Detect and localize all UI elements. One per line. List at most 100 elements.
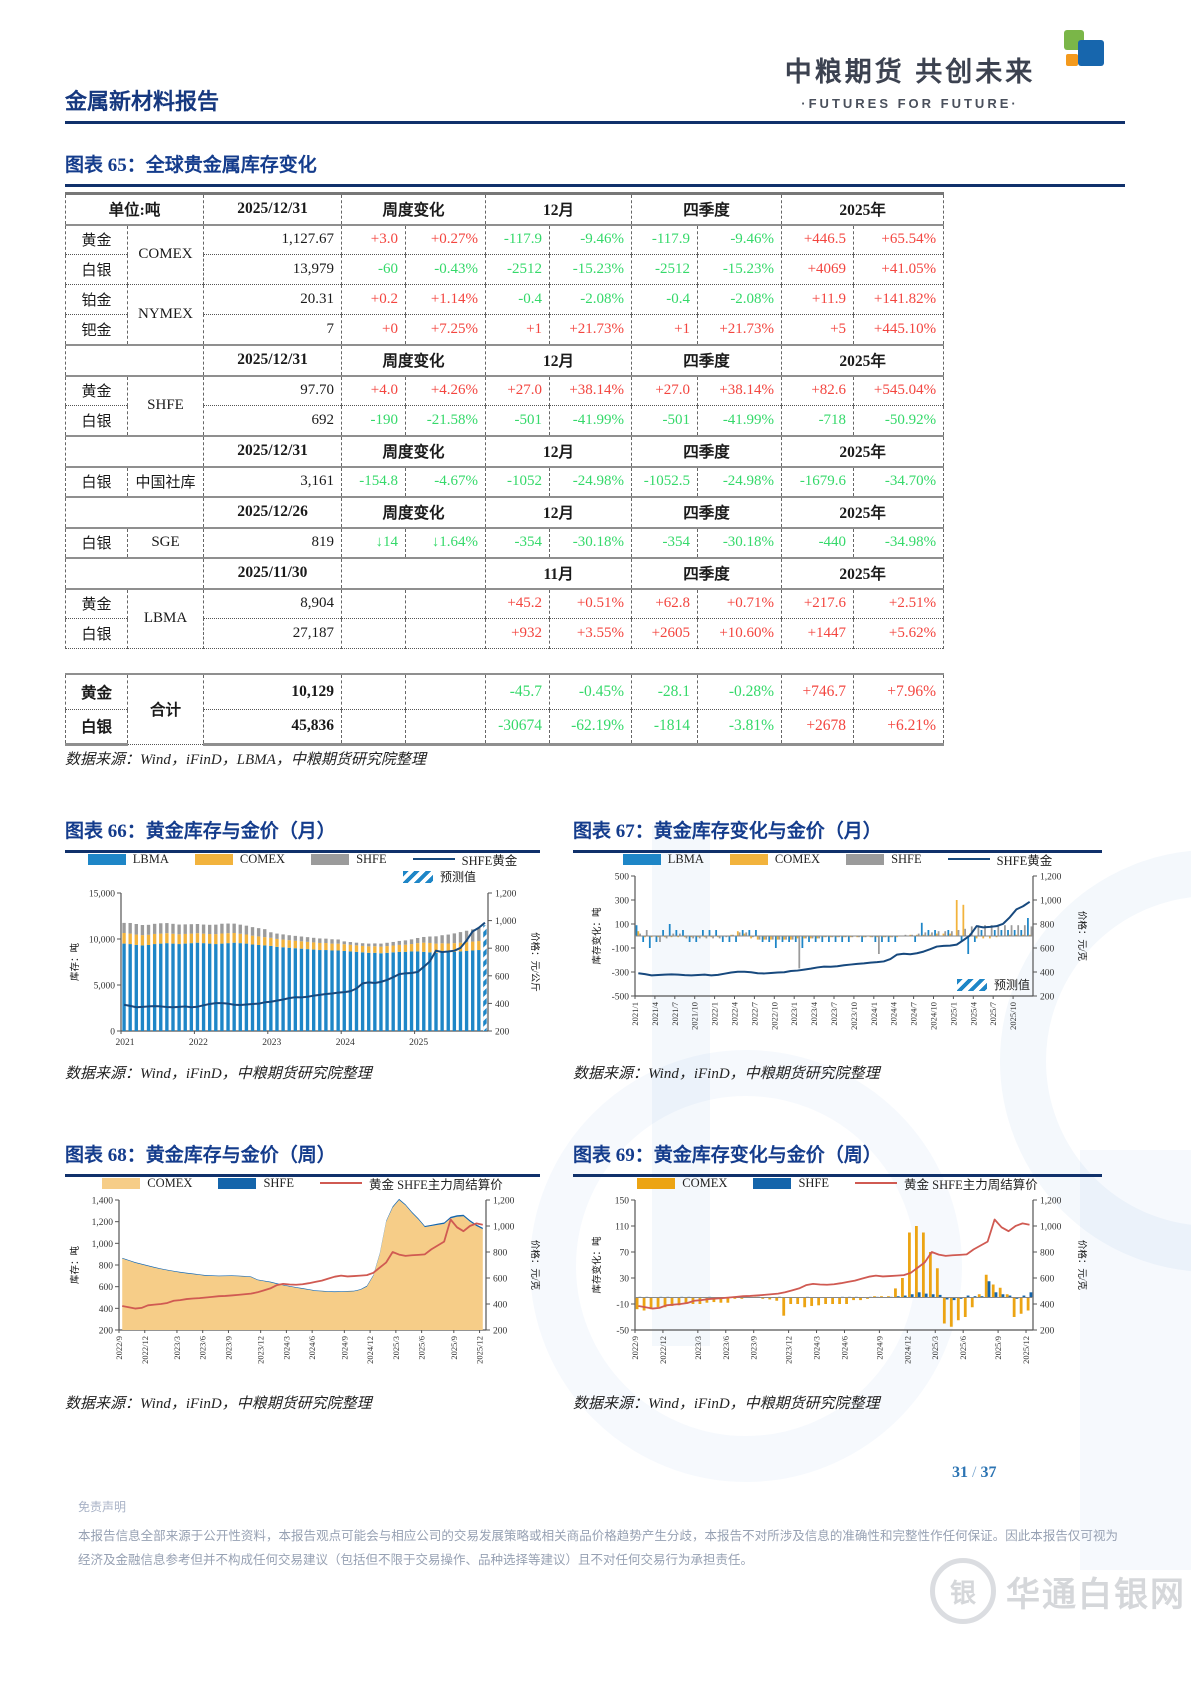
table-cell: +3.55% — [549, 618, 633, 649]
svg-text:2024/1: 2024/1 — [869, 1002, 879, 1026]
table-cell: +5.62% — [853, 618, 945, 649]
table-cell: 周度变化 — [341, 192, 487, 226]
svg-text:150: 150 — [615, 1197, 630, 1207]
table-cell: +0 — [341, 314, 407, 345]
table-source-line: 数据来源：Wind，iFinD，LBMA，中粮期货研究院整理 — [65, 752, 426, 768]
figure-69-source: 数据来源：Wind，iFinD，中粮期货研究院整理 — [573, 1396, 880, 1412]
table-cell: ↓14 — [341, 527, 407, 558]
table-cell — [405, 709, 487, 746]
table-cell: +141.82% — [853, 284, 945, 315]
table-cell — [341, 588, 407, 619]
legend-item: SHFE黄金 — [412, 850, 517, 869]
table-cell: 2025年 — [781, 556, 945, 590]
legend-swatch-line-icon — [947, 858, 990, 860]
table-cell: COMEX — [126, 224, 205, 285]
legend-swatch-line-icon — [320, 1182, 363, 1184]
table-cell: 白银 — [65, 709, 128, 746]
figure-69-title-text: 图表 69：黄金库存变化与金价（周） — [573, 1145, 882, 1166]
svg-text:1,200: 1,200 — [92, 1218, 114, 1228]
svg-text:200: 200 — [493, 1327, 508, 1337]
table-cell: -34.98% — [853, 527, 945, 558]
svg-text:2023/12: 2023/12 — [256, 1336, 266, 1364]
table-row: 白银 SGE 819 ↓14 ↓1.64% -354 -30.18% -354 -30.18% -… — [65, 527, 945, 558]
table-cell: LBMA — [126, 588, 205, 649]
table-cell: 10,129 — [203, 673, 343, 710]
svg-text:800: 800 — [493, 1249, 508, 1259]
table-cell: 8,904 — [203, 588, 343, 619]
figure-65-title: 图表 65：全球贵金属库存变化 — [65, 150, 1125, 187]
table-cell: +38.14% — [549, 375, 633, 406]
table-cell: +6.21% — [853, 709, 945, 746]
svg-text:1,200: 1,200 — [493, 1197, 515, 1207]
table-cell: 中国社库 — [126, 466, 205, 497]
svg-text:1,200: 1,200 — [495, 890, 517, 900]
chart-66-canvas: 15,000 10,000 5,000 0 1,200 1,000 800 600 400 200… — [69, 890, 541, 1049]
forecast-hatch-icon — [402, 870, 433, 883]
legend-item: LBMA — [87, 851, 169, 867]
table-cell — [405, 588, 487, 619]
legend-item: 黄金 SHFE主力周结算价 — [855, 1174, 1038, 1193]
svg-text:2024/4: 2024/4 — [889, 1001, 899, 1025]
table-cell: -30.18% — [549, 527, 633, 558]
svg-text:2022/12: 2022/12 — [658, 1336, 668, 1364]
legend-swatch-bar-icon — [87, 853, 126, 865]
table-cell: 2025/12/26 — [203, 495, 343, 529]
table-cell: +3.0 — [341, 224, 407, 255]
svg-text:2025/1: 2025/1 — [948, 1002, 958, 1026]
table-cell: -24.98% — [697, 466, 783, 497]
svg-text:2022/4: 2022/4 — [730, 1001, 740, 1025]
table-header-row: 2025/12/31 周度变化 12月 四季度 2025年 — [64, 343, 945, 377]
svg-text:2023/4: 2023/4 — [809, 1001, 819, 1025]
table-cell: NYMEX — [126, 284, 205, 345]
svg-text:2024/6: 2024/6 — [839, 1336, 849, 1360]
svg-text:2024/9: 2024/9 — [339, 1336, 349, 1360]
svg-text:10,000: 10,000 — [89, 936, 115, 946]
table-cell: +65.54% — [853, 224, 945, 255]
svg-text:600: 600 — [495, 972, 510, 982]
legend-label: LBMA — [667, 851, 704, 866]
svg-text:30: 30 — [620, 1275, 630, 1285]
figure-67-source: 数据来源：Wind，iFinD，中粮期货研究院整理 — [573, 1066, 880, 1082]
page-total: 37 — [980, 1464, 997, 1481]
figure-69-legend: COMEX SHFE 黄金 SHFE主力周结算价 — [573, 1174, 1102, 1192]
table-cell: 白银 — [65, 618, 128, 649]
forecast-label: 预测值 — [439, 870, 476, 884]
svg-text:2025/10: 2025/10 — [1008, 1002, 1018, 1030]
svg-text:2021/7: 2021/7 — [670, 1002, 680, 1026]
table-cell: +0.27% — [405, 224, 487, 255]
table-gap-row — [66, 649, 944, 675]
svg-text:2025/12: 2025/12 — [475, 1336, 485, 1364]
table-cell: +2.51% — [853, 588, 945, 619]
svg-text:2022/7: 2022/7 — [749, 1002, 759, 1026]
svg-text:2023/12: 2023/12 — [784, 1336, 794, 1364]
svg-text:2025/3: 2025/3 — [391, 1336, 401, 1360]
legend-label: SHFE — [263, 1175, 295, 1190]
table-cell: 7 — [203, 314, 343, 345]
svg-text:400: 400 — [1040, 969, 1055, 979]
figure-67-title: 图表 67：黄金库存变化与金价（月） — [573, 816, 1102, 853]
figure-68-title: 图表 68：黄金库存与金价（周） — [65, 1140, 540, 1177]
table-cell: -41.99% — [549, 405, 633, 436]
svg-text:800: 800 — [495, 945, 510, 955]
legend-label: SHFE黄金 — [996, 853, 1053, 868]
svg-text:1,400: 1,400 — [92, 1197, 114, 1207]
table-cell: 45,836 — [203, 709, 343, 746]
table-cell: -45.7 — [485, 673, 551, 710]
table-cell: +4.26% — [405, 375, 487, 406]
table-cell: -24.98% — [549, 466, 633, 497]
table-cell: 白银 — [65, 466, 128, 497]
figure-66-title: 图表 66：黄金库存与金价（月） — [65, 816, 540, 853]
svg-text:库存：吨: 库存：吨 — [69, 1246, 81, 1285]
svg-text:2025/9: 2025/9 — [993, 1336, 1003, 1360]
logo-square-orange — [1066, 54, 1078, 66]
legend-label: LBMA — [132, 851, 169, 866]
figure-66-source: 数据来源：Wind，iFinD，中粮期货研究院整理 — [65, 1066, 372, 1082]
table-cell: +45.2 — [485, 588, 551, 619]
svg-text:5,000: 5,000 — [94, 982, 116, 992]
svg-text:2023/3: 2023/3 — [172, 1336, 182, 1360]
table-cell: 白银 — [65, 254, 128, 285]
svg-text:2023/10: 2023/10 — [849, 1002, 859, 1030]
table-cell: 2025年 — [781, 495, 945, 529]
table-cell: 692 — [203, 405, 343, 436]
svg-text:800: 800 — [1040, 1249, 1055, 1259]
